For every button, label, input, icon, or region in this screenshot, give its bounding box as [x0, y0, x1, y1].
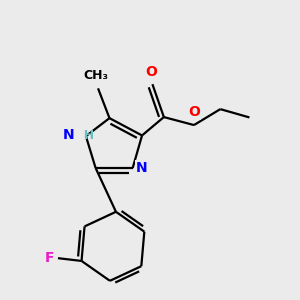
Text: CH₃: CH₃: [84, 69, 109, 82]
Text: H: H: [75, 129, 94, 142]
Text: N: N: [136, 161, 147, 175]
Text: O: O: [189, 105, 201, 119]
Text: F: F: [45, 251, 55, 265]
Text: O: O: [145, 65, 157, 79]
Text: N: N: [63, 128, 75, 142]
